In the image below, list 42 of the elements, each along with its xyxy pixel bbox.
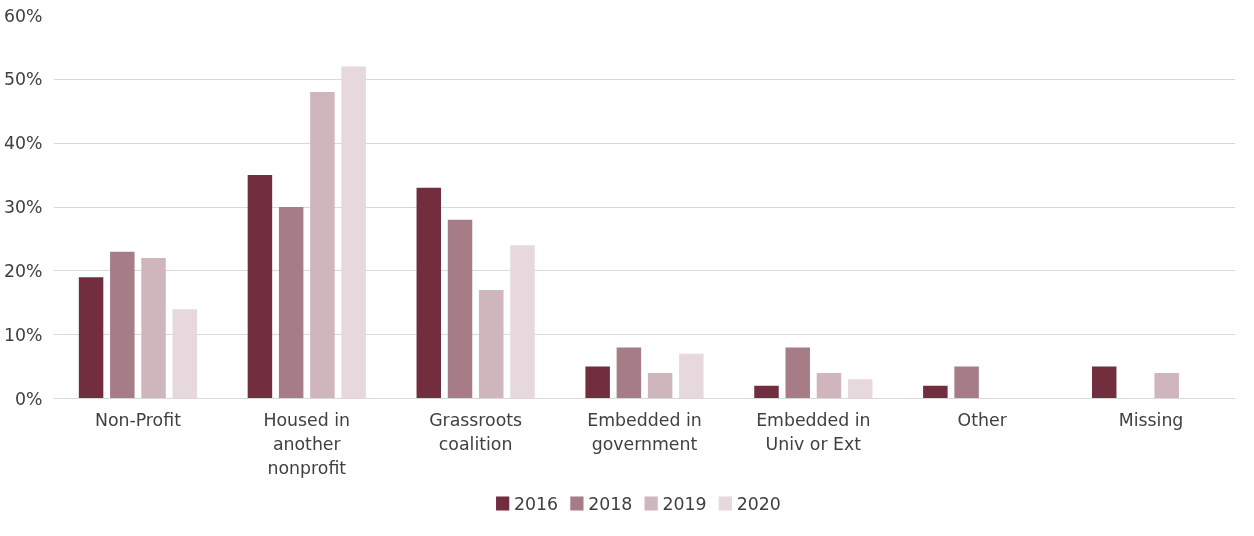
- bar: [816, 372, 842, 399]
- bar: [447, 219, 473, 399]
- bar: [954, 366, 979, 399]
- y-tick-label: 0%: [15, 388, 43, 409]
- y-tick-label: 10%: [3, 324, 43, 345]
- legend-label: 2019: [662, 494, 707, 514]
- y-tick-label: 50%: [3, 69, 43, 90]
- x-tick-label: Grassroots coalition: [429, 409, 523, 454]
- bar: [341, 66, 366, 399]
- bar: [754, 385, 779, 399]
- y-tick-label: 40%: [3, 133, 43, 154]
- x-tick-label: Housed in another nonprofit: [263, 409, 351, 478]
- y-tick-label: 20%: [3, 260, 43, 281]
- x-tick-label: Embedded in Univ or Ext: [756, 409, 871, 454]
- bar: [923, 385, 948, 399]
- bar: [1091, 366, 1117, 399]
- bar: [1154, 372, 1179, 399]
- bar: [78, 277, 104, 399]
- x-tick-label: Other: [957, 409, 1008, 430]
- x-tick-label: Non-Profit: [94, 409, 182, 430]
- bar: [679, 353, 704, 399]
- bar: [310, 92, 335, 399]
- bar: [510, 245, 535, 399]
- y-tick-label: 30%: [3, 197, 43, 217]
- legend-label: 2020: [736, 494, 781, 514]
- legend-label: 2016: [514, 494, 559, 514]
- bar: [141, 258, 166, 399]
- legend-label: 2018: [588, 494, 633, 514]
- bar: [247, 175, 273, 399]
- bar: [110, 251, 135, 399]
- bar: [416, 187, 442, 399]
- bar: [172, 309, 198, 399]
- bar: [647, 372, 673, 399]
- x-tick-label: Missing: [1118, 409, 1184, 430]
- y-tick-label: 60%: [3, 5, 43, 26]
- bar: [278, 207, 304, 399]
- bar: [847, 379, 873, 399]
- bar: [479, 289, 504, 399]
- bar: [616, 347, 642, 399]
- bar: [785, 347, 810, 399]
- bar: [585, 366, 610, 399]
- x-tick-label: Embedded in government: [587, 409, 702, 454]
